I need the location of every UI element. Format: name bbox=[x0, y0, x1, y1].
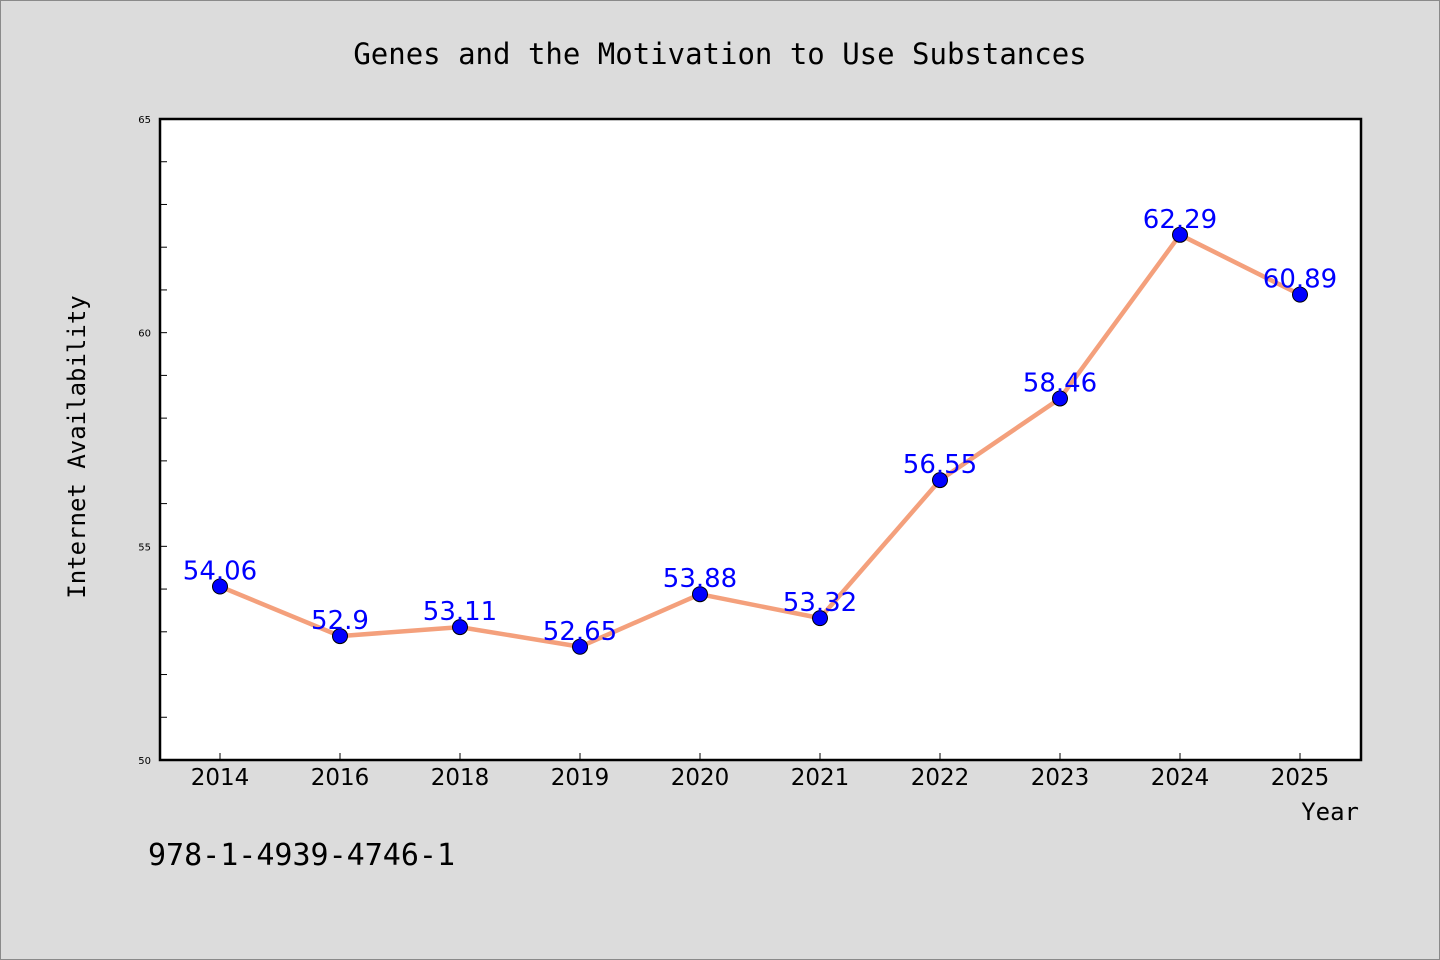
x-tick-label: 2024 bbox=[1151, 765, 1210, 791]
data-label: 52.9 bbox=[311, 606, 369, 636]
x-tick-label: 2023 bbox=[1031, 765, 1090, 791]
data-label: 62.29 bbox=[1143, 205, 1217, 235]
plot-area bbox=[158, 117, 1363, 762]
data-label: 54.06 bbox=[183, 557, 257, 587]
data-point-marker bbox=[932, 472, 948, 489]
data-label: 53.32 bbox=[783, 588, 857, 618]
x-tick-label: 2019 bbox=[551, 765, 610, 791]
data-labels-group: 54.06 52.9 53.11 52.65 53.88 53.32 56.55 58.46 6… bbox=[183, 205, 1337, 647]
footnote-isbn: 978-1-4939-4746-1 bbox=[148, 838, 455, 873]
x-tick-label: 2021 bbox=[791, 765, 850, 791]
data-point-marker bbox=[1292, 286, 1308, 303]
data-point-marker bbox=[812, 610, 828, 627]
x-axis: 2014 2016 2018 2019 2020 2021 2022 2023 2024 2025 bbox=[191, 753, 1330, 791]
data-point-marker bbox=[452, 619, 468, 636]
x-tick-label: 2018 bbox=[431, 765, 490, 791]
data-point-marker bbox=[692, 586, 708, 603]
x-tick-label: 2022 bbox=[911, 765, 970, 791]
data-label: 53.11 bbox=[423, 597, 497, 627]
x-tick-label: 2020 bbox=[671, 765, 730, 791]
y-tick-label: 65 bbox=[138, 115, 151, 126]
series-line-group bbox=[217, 232, 1303, 650]
y-tick-label: 50 bbox=[138, 756, 151, 767]
y-tick-label: 60 bbox=[138, 329, 151, 340]
x-axis-label: Year bbox=[1301, 798, 1359, 826]
data-point-marker bbox=[1172, 226, 1188, 243]
chart-title: Genes and the Motivation to Use Substanc… bbox=[353, 37, 1086, 71]
data-label: 58.46 bbox=[1023, 368, 1097, 398]
markers-group bbox=[212, 226, 1308, 655]
data-point-marker bbox=[572, 638, 588, 655]
data-label: 56.55 bbox=[903, 450, 977, 480]
x-tick-label: 2014 bbox=[191, 765, 250, 791]
data-point-marker bbox=[212, 578, 228, 595]
data-label: 52.65 bbox=[543, 617, 617, 647]
y-axis: 50 55 60 65 bbox=[138, 115, 167, 767]
series-line bbox=[217, 232, 1303, 650]
x-tick-label: 2025 bbox=[1271, 765, 1330, 791]
y-axis-label: Internet Availability bbox=[63, 295, 91, 598]
y-tick-label: 55 bbox=[138, 542, 151, 553]
data-label: 60.89 bbox=[1263, 265, 1337, 295]
data-label: 53.88 bbox=[663, 564, 737, 594]
data-point-marker bbox=[1052, 390, 1068, 407]
x-tick-label: 2016 bbox=[311, 765, 370, 791]
data-point-marker bbox=[332, 628, 348, 645]
